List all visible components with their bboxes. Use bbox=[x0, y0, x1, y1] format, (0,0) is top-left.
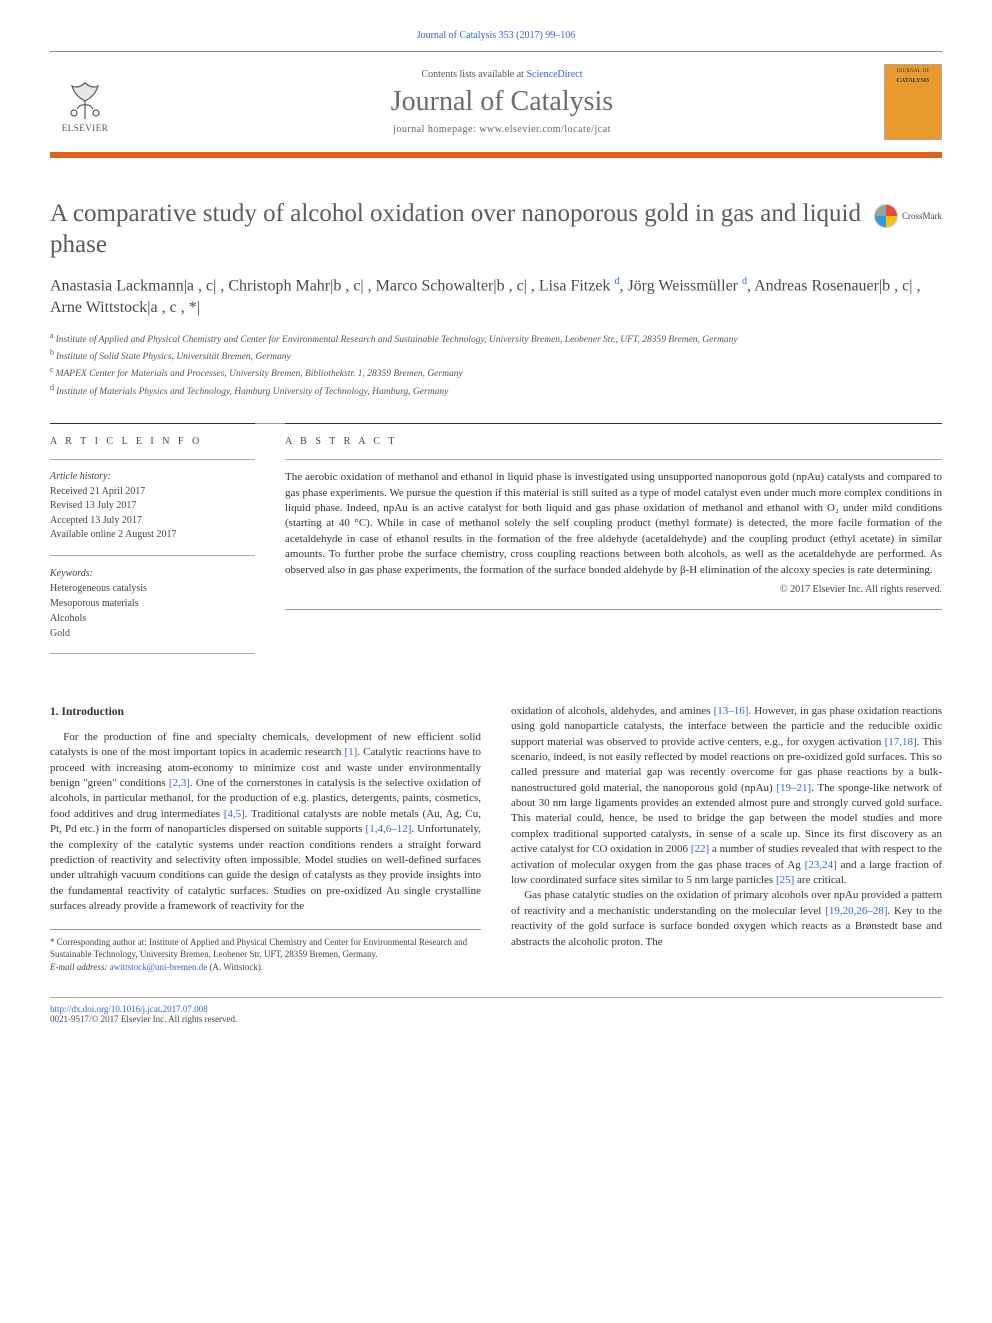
email-label: E-mail address: bbox=[50, 962, 110, 972]
elsevier-logo[interactable]: ELSEVIER bbox=[50, 71, 120, 133]
elsevier-tree-icon bbox=[60, 71, 110, 121]
author: Andreas Rosenauer|b bbox=[754, 277, 894, 294]
affiliation-line: a Institute of Applied and Physical Chem… bbox=[50, 330, 942, 347]
article-history: Article history: Received 21 April 2017 … bbox=[50, 470, 255, 543]
affil-key: d bbox=[50, 383, 56, 392]
keywords-block: Keywords: Heterogeneous catalysis Mesopo… bbox=[50, 566, 255, 641]
ref-link[interactable]: [17,18] bbox=[885, 736, 917, 748]
history-item: Revised 13 July 2017 bbox=[50, 499, 255, 514]
authors-line: Anastasia Lackmann|a , c| , Christoph Ma… bbox=[50, 275, 942, 320]
journal-homepage[interactable]: journal homepage: www.elsevier.com/locat… bbox=[120, 124, 884, 135]
ref-link[interactable]: [23,24] bbox=[805, 859, 837, 871]
cover-mid-text: CATALYSIS bbox=[887, 78, 939, 85]
ref-link[interactable]: [1,4,6–12] bbox=[366, 823, 412, 835]
abstract-column: A B S T R A C T The aerobic oxidation of… bbox=[285, 423, 942, 664]
author: c bbox=[170, 299, 181, 316]
ref-link[interactable]: [4,5] bbox=[224, 808, 245, 820]
history-item: Accepted 13 July 2017 bbox=[50, 514, 255, 529]
title-block: A comparative study of alcohol oxidation… bbox=[50, 198, 942, 261]
history-item: Available online 2 August 2017 bbox=[50, 528, 255, 543]
author: c| bbox=[517, 277, 531, 294]
history-label: Article history: bbox=[50, 470, 255, 485]
body-paragraph: Gas phase catalytic studies on the oxida… bbox=[511, 888, 942, 950]
ref-link[interactable]: [19,20,26–28] bbox=[825, 905, 887, 917]
affil-key: c bbox=[50, 365, 56, 374]
author: Anastasia Lackmann|a bbox=[50, 277, 198, 294]
crossmark-badge[interactable]: CrossMark bbox=[874, 204, 942, 228]
abstract-rule-bottom bbox=[285, 609, 942, 610]
author: Marco Schowalter|b bbox=[376, 277, 509, 294]
article-info-heading: A R T I C L E I N F O bbox=[50, 436, 255, 447]
ref-link[interactable]: [2,3] bbox=[169, 777, 190, 789]
author: Christoph Mahr|b bbox=[228, 277, 345, 294]
masthead: ELSEVIER Contents lists available at Sci… bbox=[50, 52, 942, 158]
sciencedirect-link[interactable]: ScienceDirect bbox=[526, 69, 582, 80]
crossmark-label: CrossMark bbox=[902, 211, 942, 221]
info-abstract-row: A R T I C L E I N F O Article history: R… bbox=[50, 423, 942, 664]
affiliation-line: b Institute of Solid State Physics, Univ… bbox=[50, 347, 942, 364]
info-rule-1 bbox=[50, 459, 255, 460]
author: c| bbox=[902, 277, 916, 294]
abstract-heading: A B S T R A C T bbox=[285, 436, 942, 447]
corr-label: * Corresponding author at: bbox=[50, 937, 149, 947]
body-text: oxidation of alcohols, aldehydes, and am… bbox=[511, 705, 714, 717]
doi-link[interactable]: http://dx.doi.org/10.1016/j.jcat.2017.07… bbox=[50, 1004, 208, 1014]
ref-link[interactable]: [22] bbox=[691, 843, 709, 855]
email-line: E-mail address: awittstock@uni-bremen.de… bbox=[50, 961, 481, 974]
author: c| bbox=[206, 277, 220, 294]
info-rule-2 bbox=[50, 555, 255, 556]
article-info-column: A R T I C L E I N F O Article history: R… bbox=[50, 423, 255, 664]
author: Jörg Weissmüller bbox=[627, 277, 742, 294]
ref-link[interactable]: [13–16] bbox=[714, 705, 749, 717]
corresponding-footnote: * Corresponding author at: Institute of … bbox=[50, 929, 481, 974]
masthead-center: Contents lists available at ScienceDirec… bbox=[120, 69, 884, 135]
keywords-label: Keywords: bbox=[50, 566, 255, 581]
page-footer: http://dx.doi.org/10.1016/j.jcat.2017.07… bbox=[50, 997, 942, 1024]
corr-email-link[interactable]: awittstock@uni-bremen.de bbox=[110, 962, 208, 972]
contents-prefix: Contents lists available at bbox=[421, 69, 526, 80]
keyword-item: Alcohols bbox=[50, 611, 255, 626]
body-text: are critical. bbox=[794, 874, 846, 886]
keyword-item: Gold bbox=[50, 626, 255, 641]
header-citation[interactable]: Journal of Catalysis 353 (2017) 99–106 bbox=[50, 30, 942, 41]
affil-key: b bbox=[50, 348, 56, 357]
body-paragraph: oxidation of alcohols, aldehydes, and am… bbox=[511, 704, 942, 889]
ref-link[interactable]: [19–21] bbox=[776, 782, 811, 794]
corr-author-line: * Corresponding author at: Institute of … bbox=[50, 936, 481, 961]
author: Arne Wittstock|a bbox=[50, 299, 162, 316]
body-paragraph: For the production of fine and specialty… bbox=[50, 730, 481, 915]
body-columns: 1. Introduction For the production of fi… bbox=[50, 704, 942, 974]
cover-top-text: JOURNAL OF bbox=[887, 69, 939, 74]
publisher-name: ELSEVIER bbox=[62, 123, 109, 133]
author: Lisa Fitzek bbox=[539, 277, 615, 294]
affil-key: a bbox=[50, 331, 56, 340]
ref-link[interactable]: [25] bbox=[776, 874, 794, 886]
abstract-copyright: © 2017 Elsevier Inc. All rights reserved… bbox=[285, 584, 942, 595]
abstract-rule-top bbox=[285, 459, 942, 460]
body-text: . Unfortunately, the complexity of the c… bbox=[50, 823, 481, 912]
email-suffix: (A. Wittstock). bbox=[207, 962, 263, 972]
author: c| bbox=[353, 277, 367, 294]
article-title: A comparative study of alcohol oxidation… bbox=[50, 198, 862, 261]
affiliations: a Institute of Applied and Physical Chem… bbox=[50, 330, 942, 400]
author-affil-sup: d bbox=[614, 276, 619, 287]
contents-line: Contents lists available at ScienceDirec… bbox=[120, 69, 884, 80]
affiliation-line: c MAPEX Center for Materials and Process… bbox=[50, 364, 942, 381]
history-item: Received 21 April 2017 bbox=[50, 485, 255, 500]
ref-link[interactable]: [1] bbox=[344, 746, 357, 758]
affiliation-line: d Institute of Materials Physics and Tec… bbox=[50, 382, 942, 399]
crossmark-icon bbox=[874, 204, 898, 228]
info-rule-3 bbox=[50, 653, 255, 654]
keyword-item: Heterogeneous catalysis bbox=[50, 581, 255, 596]
journal-cover-thumb[interactable]: JOURNAL OF CATALYSIS bbox=[884, 64, 942, 140]
abstract-text: The aerobic oxidation of methanol and et… bbox=[285, 470, 942, 578]
journal-name: Journal of Catalysis bbox=[120, 86, 884, 118]
issn-copyright: 0021-9517/© 2017 Elsevier Inc. All right… bbox=[50, 1014, 237, 1024]
author: *| bbox=[189, 299, 200, 316]
author-affil-sup: d bbox=[742, 276, 747, 287]
section-heading-1: 1. Introduction bbox=[50, 704, 481, 720]
keyword-item: Mesoporous materials bbox=[50, 596, 255, 611]
